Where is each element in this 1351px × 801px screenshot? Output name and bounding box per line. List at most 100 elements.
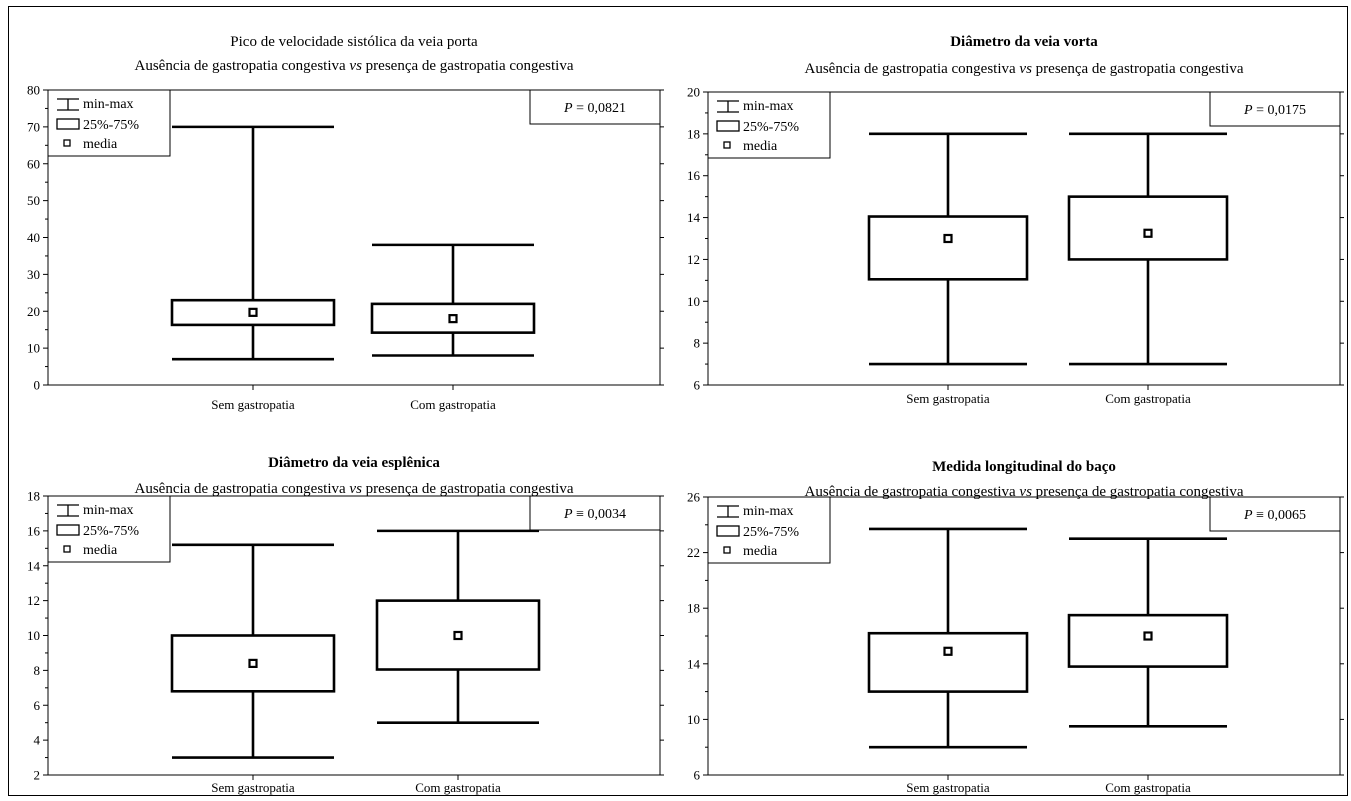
- legend-label: media: [743, 544, 778, 559]
- legend-box-icon: [716, 120, 740, 132]
- y-tick-label: 70: [27, 119, 40, 134]
- chart-panel-4: Medida longitudinal do baço Ausência de g…: [687, 459, 1344, 795]
- legend-label: 25%-75%: [83, 524, 139, 539]
- mean-marker: [248, 658, 258, 669]
- category-label: Sem gastropatia: [211, 780, 295, 795]
- y-tick-label: 6: [34, 698, 41, 713]
- iqr-box: [867, 631, 1029, 693]
- chart-subtitle: Ausência de gastropatia congestiva vs pr…: [805, 61, 1244, 77]
- y-tick-label: 4: [34, 733, 41, 748]
- category-label: Sem gastropatia: [211, 397, 295, 412]
- y-tick-label: 14: [687, 210, 701, 225]
- box-2: [375, 529, 541, 724]
- legend: min-max 25%-75% media: [47, 89, 171, 157]
- box-2: [1067, 537, 1229, 728]
- y-tick-label: 80: [27, 83, 40, 98]
- p-value-annotation: P = 0,0821: [529, 89, 661, 125]
- y-tick-label: 8: [694, 336, 701, 351]
- p-value-text: P ≡ 0,0034: [563, 507, 626, 522]
- legend-label: 25%-75%: [83, 118, 139, 133]
- y-tick-label: 18: [687, 601, 700, 616]
- mean-marker: [1143, 228, 1153, 238]
- y-tick-label: 40: [27, 230, 40, 245]
- chart-subtitle: Ausência de gastropatia congestiva vs pr…: [135, 481, 574, 497]
- legend-mean-icon: [63, 139, 71, 147]
- p-value-box: [529, 495, 661, 531]
- legend-label: 25%-75%: [743, 525, 799, 540]
- y-tick-label: 12: [27, 593, 40, 608]
- legend: min-max 25%-75% media: [47, 495, 171, 563]
- box-1: [867, 527, 1029, 749]
- chart-subtitle: Ausência de gastropatia congestiva vs pr…: [135, 58, 574, 74]
- p-value-box: [1209, 496, 1341, 532]
- box-1: [867, 132, 1029, 366]
- y-tick-label: 10: [27, 628, 40, 643]
- y-tick-label: 14: [687, 656, 701, 671]
- iqr-box: [1067, 195, 1229, 261]
- y-tick-label: 22: [687, 545, 700, 560]
- legend-label: min-max: [743, 504, 794, 519]
- figure-frame: [8, 6, 1348, 796]
- y-tick-label: 6: [694, 378, 701, 393]
- legend-label: media: [83, 137, 118, 152]
- box-2: [1067, 132, 1229, 366]
- chart-panel-2: Diâmetro da veia vorta Ausência de gastro…: [687, 34, 1344, 406]
- iqr-box: [1067, 613, 1229, 668]
- mean-marker: [448, 314, 458, 324]
- y-tick-label: 8: [34, 663, 41, 678]
- p-value-annotation: P = 0,0175: [1209, 91, 1341, 127]
- y-tick-label: 10: [687, 294, 700, 309]
- legend: min-max 25%-75% media: [707, 91, 831, 159]
- legend-label: media: [743, 139, 778, 154]
- mean-marker: [248, 307, 258, 317]
- mean-marker: [453, 630, 463, 641]
- legend-mean-icon: [723, 546, 731, 554]
- category-label: Com gastropatia: [1105, 391, 1191, 406]
- category-label: Com gastropatia: [410, 397, 496, 412]
- y-tick-label: 2: [34, 768, 41, 783]
- y-tick-label: 60: [27, 156, 40, 171]
- legend-box-icon: [716, 525, 740, 537]
- legend-mean-icon: [723, 141, 731, 149]
- legend-label: 25%-75%: [743, 120, 799, 135]
- y-tick-label: 16: [27, 523, 41, 538]
- chart-title: Medida longitudinal do baço: [932, 459, 1116, 475]
- y-tick-label: 26: [687, 490, 701, 505]
- y-tick-label: 12: [687, 252, 700, 267]
- y-tick-label: 14: [27, 558, 41, 573]
- chart-title: Diâmetro da veia esplênica: [268, 455, 440, 471]
- y-tick-label: 16: [687, 168, 701, 183]
- legend-box-icon: [56, 524, 80, 536]
- y-tick-label: 30: [27, 267, 40, 282]
- y-tick-label: 20: [27, 304, 40, 319]
- box-1: [170, 543, 336, 759]
- y-tick-label: 18: [27, 489, 40, 504]
- mean-marker: [943, 646, 953, 656]
- legend: min-max 25%-75% media: [707, 496, 831, 564]
- legend-label: min-max: [83, 97, 134, 112]
- p-value-annotation: P ≡ 0,0065: [1209, 496, 1341, 532]
- y-tick-label: 18: [687, 126, 700, 141]
- p-value-annotation: P ≡ 0,0034: [529, 495, 661, 531]
- legend-label: media: [83, 543, 118, 558]
- mean-marker: [943, 233, 953, 244]
- y-tick-label: 0: [34, 378, 41, 393]
- box-2: [370, 243, 536, 357]
- chart-title: Pico de velocidade sistólica da veia por…: [230, 34, 478, 50]
- chart-title: Diâmetro da veia vorta: [950, 34, 1098, 50]
- iqr-box: [867, 215, 1029, 281]
- y-tick-label: 6: [694, 768, 701, 783]
- category-label: Sem gastropatia: [906, 780, 990, 795]
- p-value-text: P ≡ 0,0065: [1243, 508, 1306, 523]
- p-value-text: P = 0,0175: [1243, 103, 1306, 118]
- box-1: [170, 125, 336, 361]
- legend-label: min-max: [83, 503, 134, 518]
- y-tick-label: 20: [687, 85, 700, 100]
- legend-label: min-max: [743, 99, 794, 114]
- p-value-box: [529, 89, 661, 125]
- mean-marker: [1143, 631, 1153, 641]
- category-label: Sem gastropatia: [906, 391, 990, 406]
- y-tick-label: 10: [687, 712, 700, 727]
- legend-mean-icon: [63, 545, 71, 553]
